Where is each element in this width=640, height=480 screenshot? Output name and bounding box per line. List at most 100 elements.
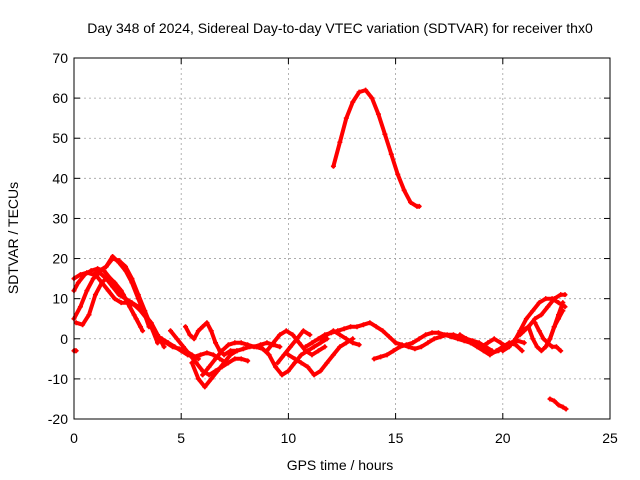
data-point [380, 328, 386, 334]
data-point [356, 342, 362, 348]
data-point [399, 342, 405, 348]
data-point [534, 344, 540, 350]
data-point [77, 272, 83, 278]
data-point [311, 372, 317, 378]
data-point [538, 348, 544, 354]
data-point [140, 328, 146, 334]
data-point [410, 340, 416, 346]
data-point [99, 280, 105, 286]
data-point [232, 356, 238, 362]
data-point [563, 406, 569, 412]
data-point [146, 324, 152, 330]
series-arc-16 [285, 336, 356, 378]
series-arc-15 [275, 328, 313, 366]
data-point [116, 292, 122, 298]
data-point [556, 300, 562, 306]
data-point [350, 340, 356, 346]
series-arc-29 [547, 396, 569, 412]
data-point [204, 320, 210, 326]
data-point [219, 348, 225, 354]
data-point [182, 348, 188, 354]
data-point [541, 336, 547, 342]
data-point [182, 324, 188, 330]
data-point [135, 296, 141, 302]
data-point [75, 280, 81, 286]
series-arc-28 [543, 308, 566, 350]
data-point [298, 352, 304, 358]
data-point [337, 344, 343, 350]
data-point [279, 372, 285, 378]
data-point [324, 360, 330, 366]
data-point [142, 312, 148, 318]
data-point [369, 95, 375, 101]
data-point [425, 340, 431, 346]
data-point [277, 332, 283, 338]
data-point [378, 354, 384, 360]
series-arc-19 [330, 87, 422, 209]
data-point [523, 316, 529, 322]
data-point [517, 332, 523, 338]
series-line [372, 330, 473, 361]
y-tick-label: 20 [52, 251, 68, 267]
data-point [388, 151, 394, 157]
data-point [543, 344, 549, 350]
x-tick-label: 5 [177, 430, 185, 446]
data-point [213, 340, 219, 346]
data-point [551, 324, 557, 330]
data-point [543, 296, 549, 302]
data-point [423, 332, 429, 338]
data-point [491, 336, 497, 342]
data-point [155, 340, 161, 346]
data-point [431, 336, 437, 342]
data-point [195, 328, 201, 334]
data-point [536, 300, 542, 306]
data-point [395, 171, 401, 177]
series-arc-18 [318, 328, 362, 348]
data-point [457, 332, 463, 338]
data-point [545, 304, 551, 310]
data-point [206, 364, 212, 370]
data-point [363, 87, 369, 93]
series-arc-06 [103, 254, 152, 330]
data-point [77, 304, 83, 310]
data-point [553, 344, 559, 350]
data-point [202, 384, 208, 390]
data-point [487, 352, 493, 358]
data-point [371, 356, 377, 362]
data-point [195, 356, 201, 362]
data-point [206, 372, 212, 378]
data-point [152, 332, 158, 338]
y-tick-label: 60 [52, 90, 68, 106]
data-point [228, 352, 234, 358]
data-point [435, 330, 441, 336]
data-point [343, 115, 349, 121]
data-point [536, 328, 542, 334]
data-point [215, 368, 221, 374]
data-point [337, 139, 343, 145]
data-point [277, 344, 283, 350]
data-point [367, 320, 373, 326]
y-tick-label: -10 [48, 371, 68, 387]
data-point [292, 356, 298, 362]
data-point [95, 266, 101, 272]
data-point [348, 324, 354, 330]
y-tick-label: 40 [52, 170, 68, 186]
series-line [393, 332, 495, 353]
data-point [294, 336, 300, 342]
data-point [110, 284, 116, 290]
data-point [309, 340, 315, 346]
data-point [195, 376, 201, 382]
data-point [101, 268, 107, 274]
data-point [281, 352, 287, 358]
data-point [311, 344, 317, 350]
data-point [526, 324, 532, 330]
data-point [468, 340, 474, 346]
data-point [137, 324, 143, 330]
data-point [547, 336, 553, 342]
data-point [118, 288, 124, 294]
chart-title: Day 348 of 2024, Sidereal Day-to-day VTE… [87, 20, 593, 36]
data-point [485, 340, 491, 346]
data-point [234, 348, 240, 354]
data-point [360, 322, 366, 328]
